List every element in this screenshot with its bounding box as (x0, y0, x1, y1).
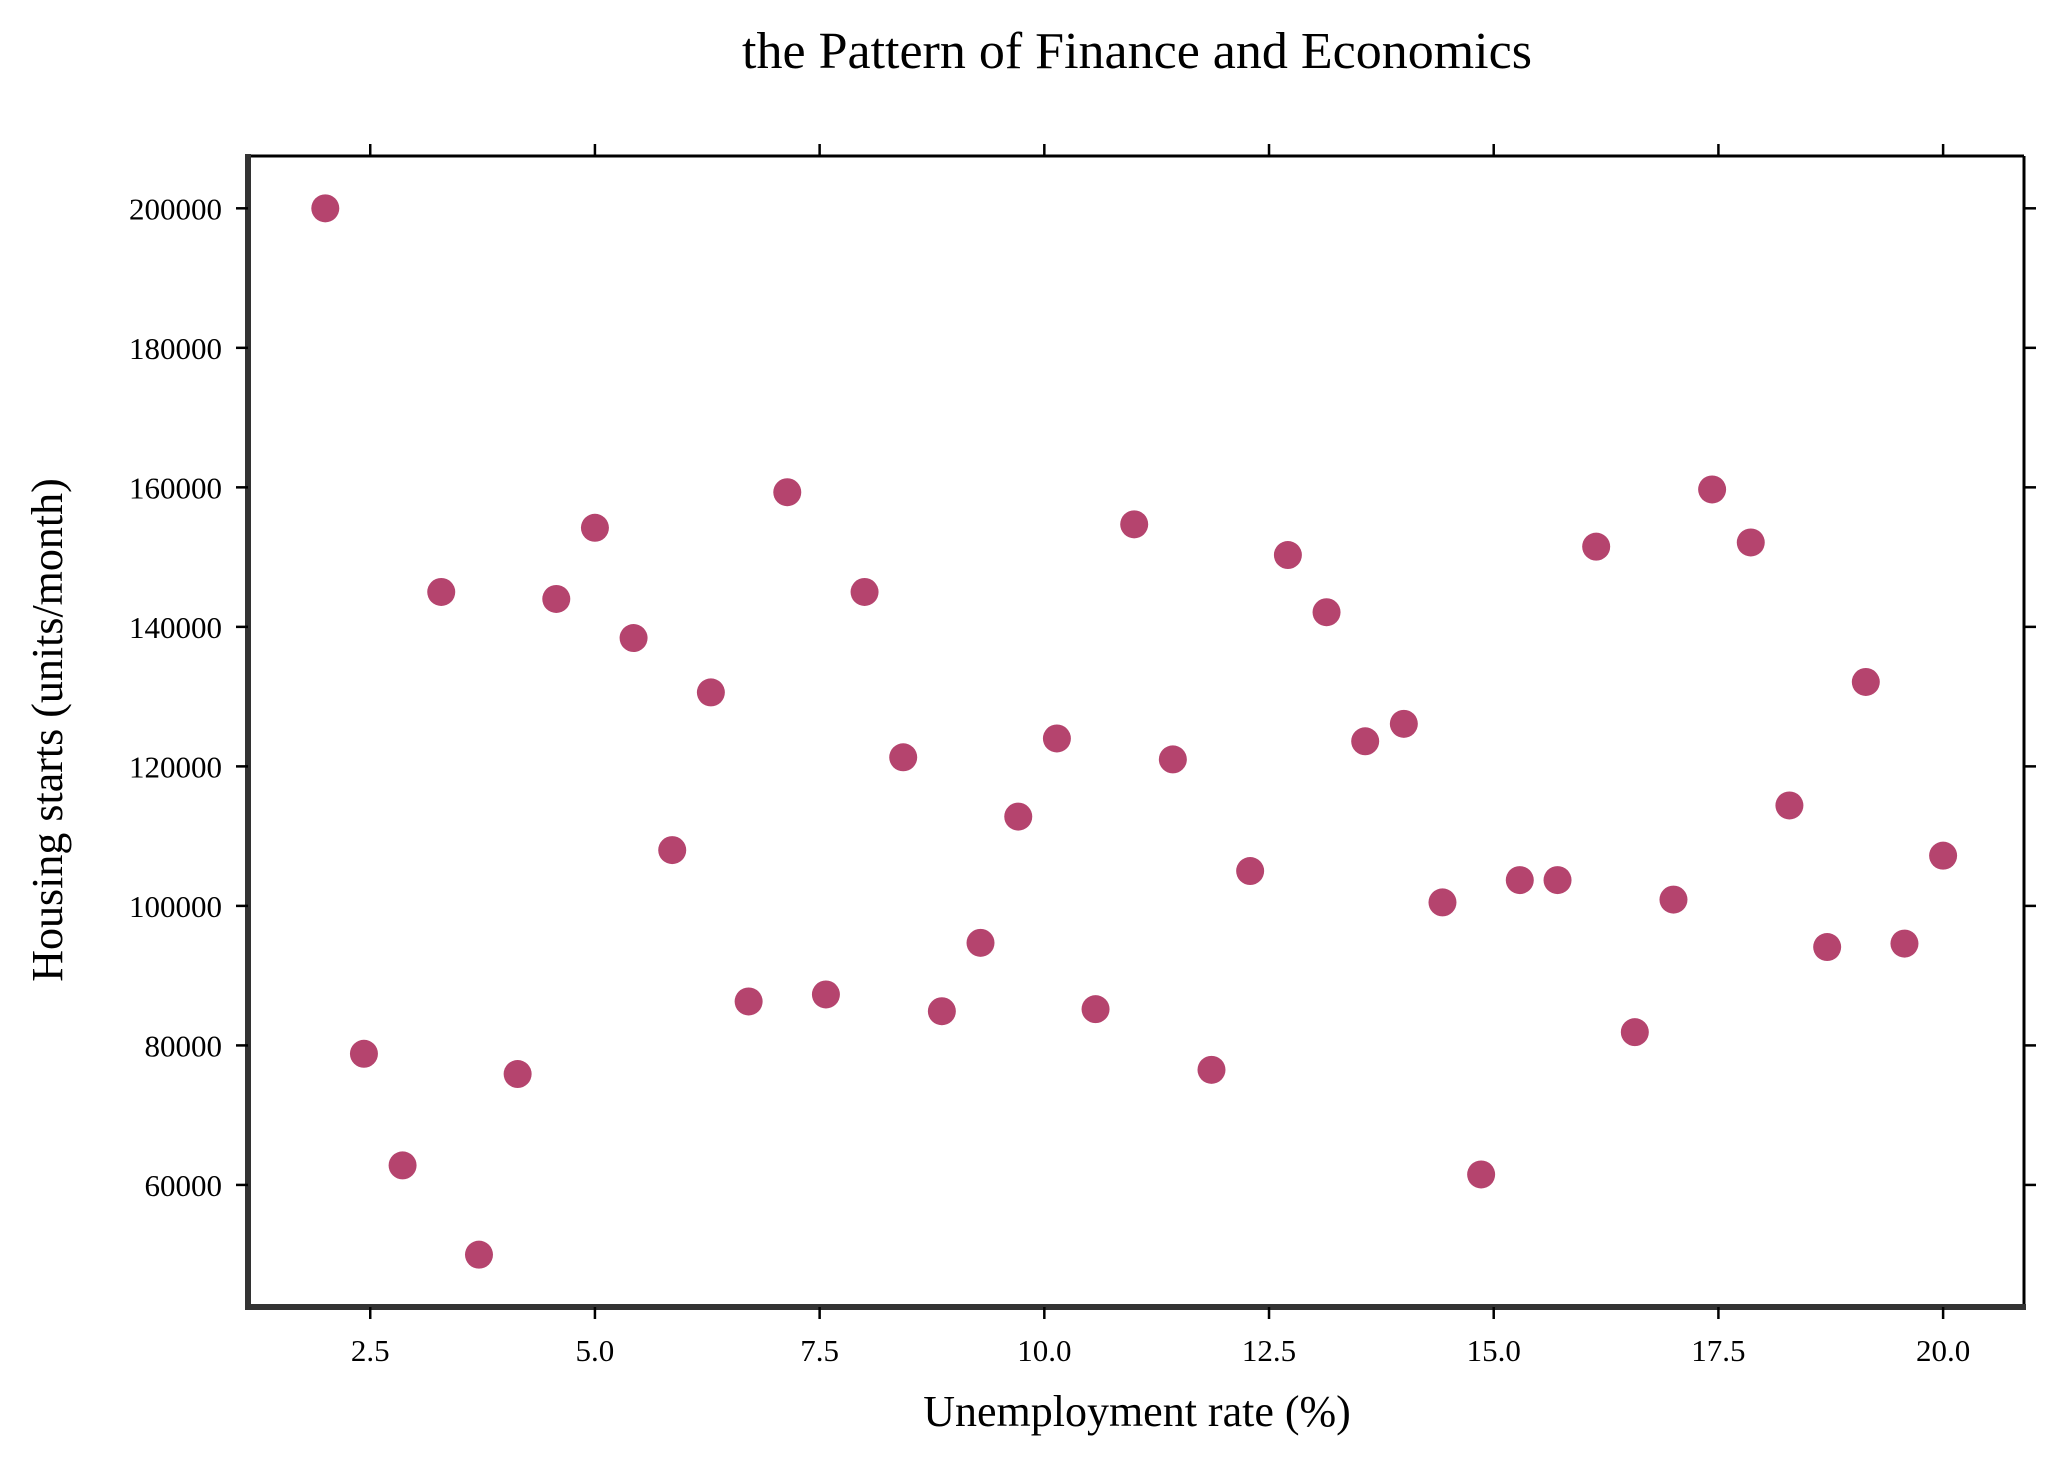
y-tick-label: 100000 (129, 889, 222, 924)
data-point (311, 194, 340, 223)
data-point (1851, 667, 1880, 696)
data-point (1236, 857, 1265, 886)
y-tick-label: 120000 (129, 749, 222, 784)
data-point (1081, 995, 1110, 1024)
data-point (889, 743, 918, 772)
data-point (1273, 541, 1302, 570)
data-point (1929, 841, 1958, 870)
data-point (773, 478, 802, 507)
data-point (850, 577, 879, 606)
data-point (966, 928, 995, 957)
x-tick-label: 5.0 (576, 1333, 615, 1368)
data-point (1042, 724, 1071, 753)
data-point (619, 624, 648, 653)
plot-area (245, 154, 2026, 1310)
data-point (1698, 475, 1727, 504)
x-tick-label: 12.5 (1242, 1333, 1296, 1368)
data-point (1775, 791, 1804, 820)
data-point (1505, 866, 1534, 895)
data-point (1890, 929, 1919, 958)
data-point (1467, 1160, 1496, 1189)
y-tick-label: 140000 (129, 610, 222, 645)
x-axis-label: Unemployment rate (%) (923, 1387, 1351, 1436)
data-point (1813, 933, 1842, 962)
data-point (542, 584, 571, 613)
data-point (696, 678, 725, 707)
y-tick-label: 160000 (129, 470, 222, 505)
data-point (658, 836, 687, 865)
x-tick-label: 17.5 (1691, 1333, 1745, 1368)
data-point (1197, 1055, 1226, 1084)
data-point (1351, 727, 1380, 756)
data-point (734, 987, 763, 1016)
data-point (1389, 709, 1418, 738)
data-point (580, 513, 609, 542)
data-point (1659, 885, 1688, 914)
y-tick-label: 80000 (145, 1028, 223, 1063)
data-point (388, 1151, 417, 1180)
y-tick-label: 180000 (129, 331, 222, 366)
y-tick-label: 200000 (129, 191, 222, 226)
x-tick-label: 20.0 (1916, 1333, 1970, 1368)
data-point (464, 1240, 493, 1269)
chart-title: the Pattern of Finance and Economics (742, 23, 1532, 80)
data-point (427, 577, 456, 606)
data-point (811, 980, 840, 1009)
data-points (311, 194, 1958, 1269)
data-point (349, 1039, 378, 1068)
y-axis-label: Housing starts (units/month) (23, 478, 72, 982)
data-point (927, 997, 956, 1026)
data-point (1312, 598, 1341, 627)
data-point (1004, 802, 1033, 831)
y-axis: 60000 80000 100000 120000 140000 160000 180000… (129, 191, 2036, 1203)
x-axis: 2.5 5.0 7.5 10.0 12.5 15.0 17.5 20.0 (351, 144, 1970, 1368)
data-point (1428, 888, 1457, 917)
data-point (1620, 1018, 1649, 1047)
x-tick-label: 7.5 (800, 1333, 839, 1368)
data-point (1736, 528, 1765, 557)
data-point (1543, 866, 1572, 895)
x-tick-label: 15.0 (1467, 1333, 1521, 1368)
data-point (1158, 745, 1187, 774)
y-tick-label: 60000 (145, 1168, 223, 1203)
data-point (1582, 532, 1611, 561)
data-point (1120, 510, 1149, 539)
x-tick-label: 2.5 (351, 1333, 390, 1368)
x-tick-label: 10.0 (1017, 1333, 1071, 1368)
data-point (503, 1060, 532, 1089)
